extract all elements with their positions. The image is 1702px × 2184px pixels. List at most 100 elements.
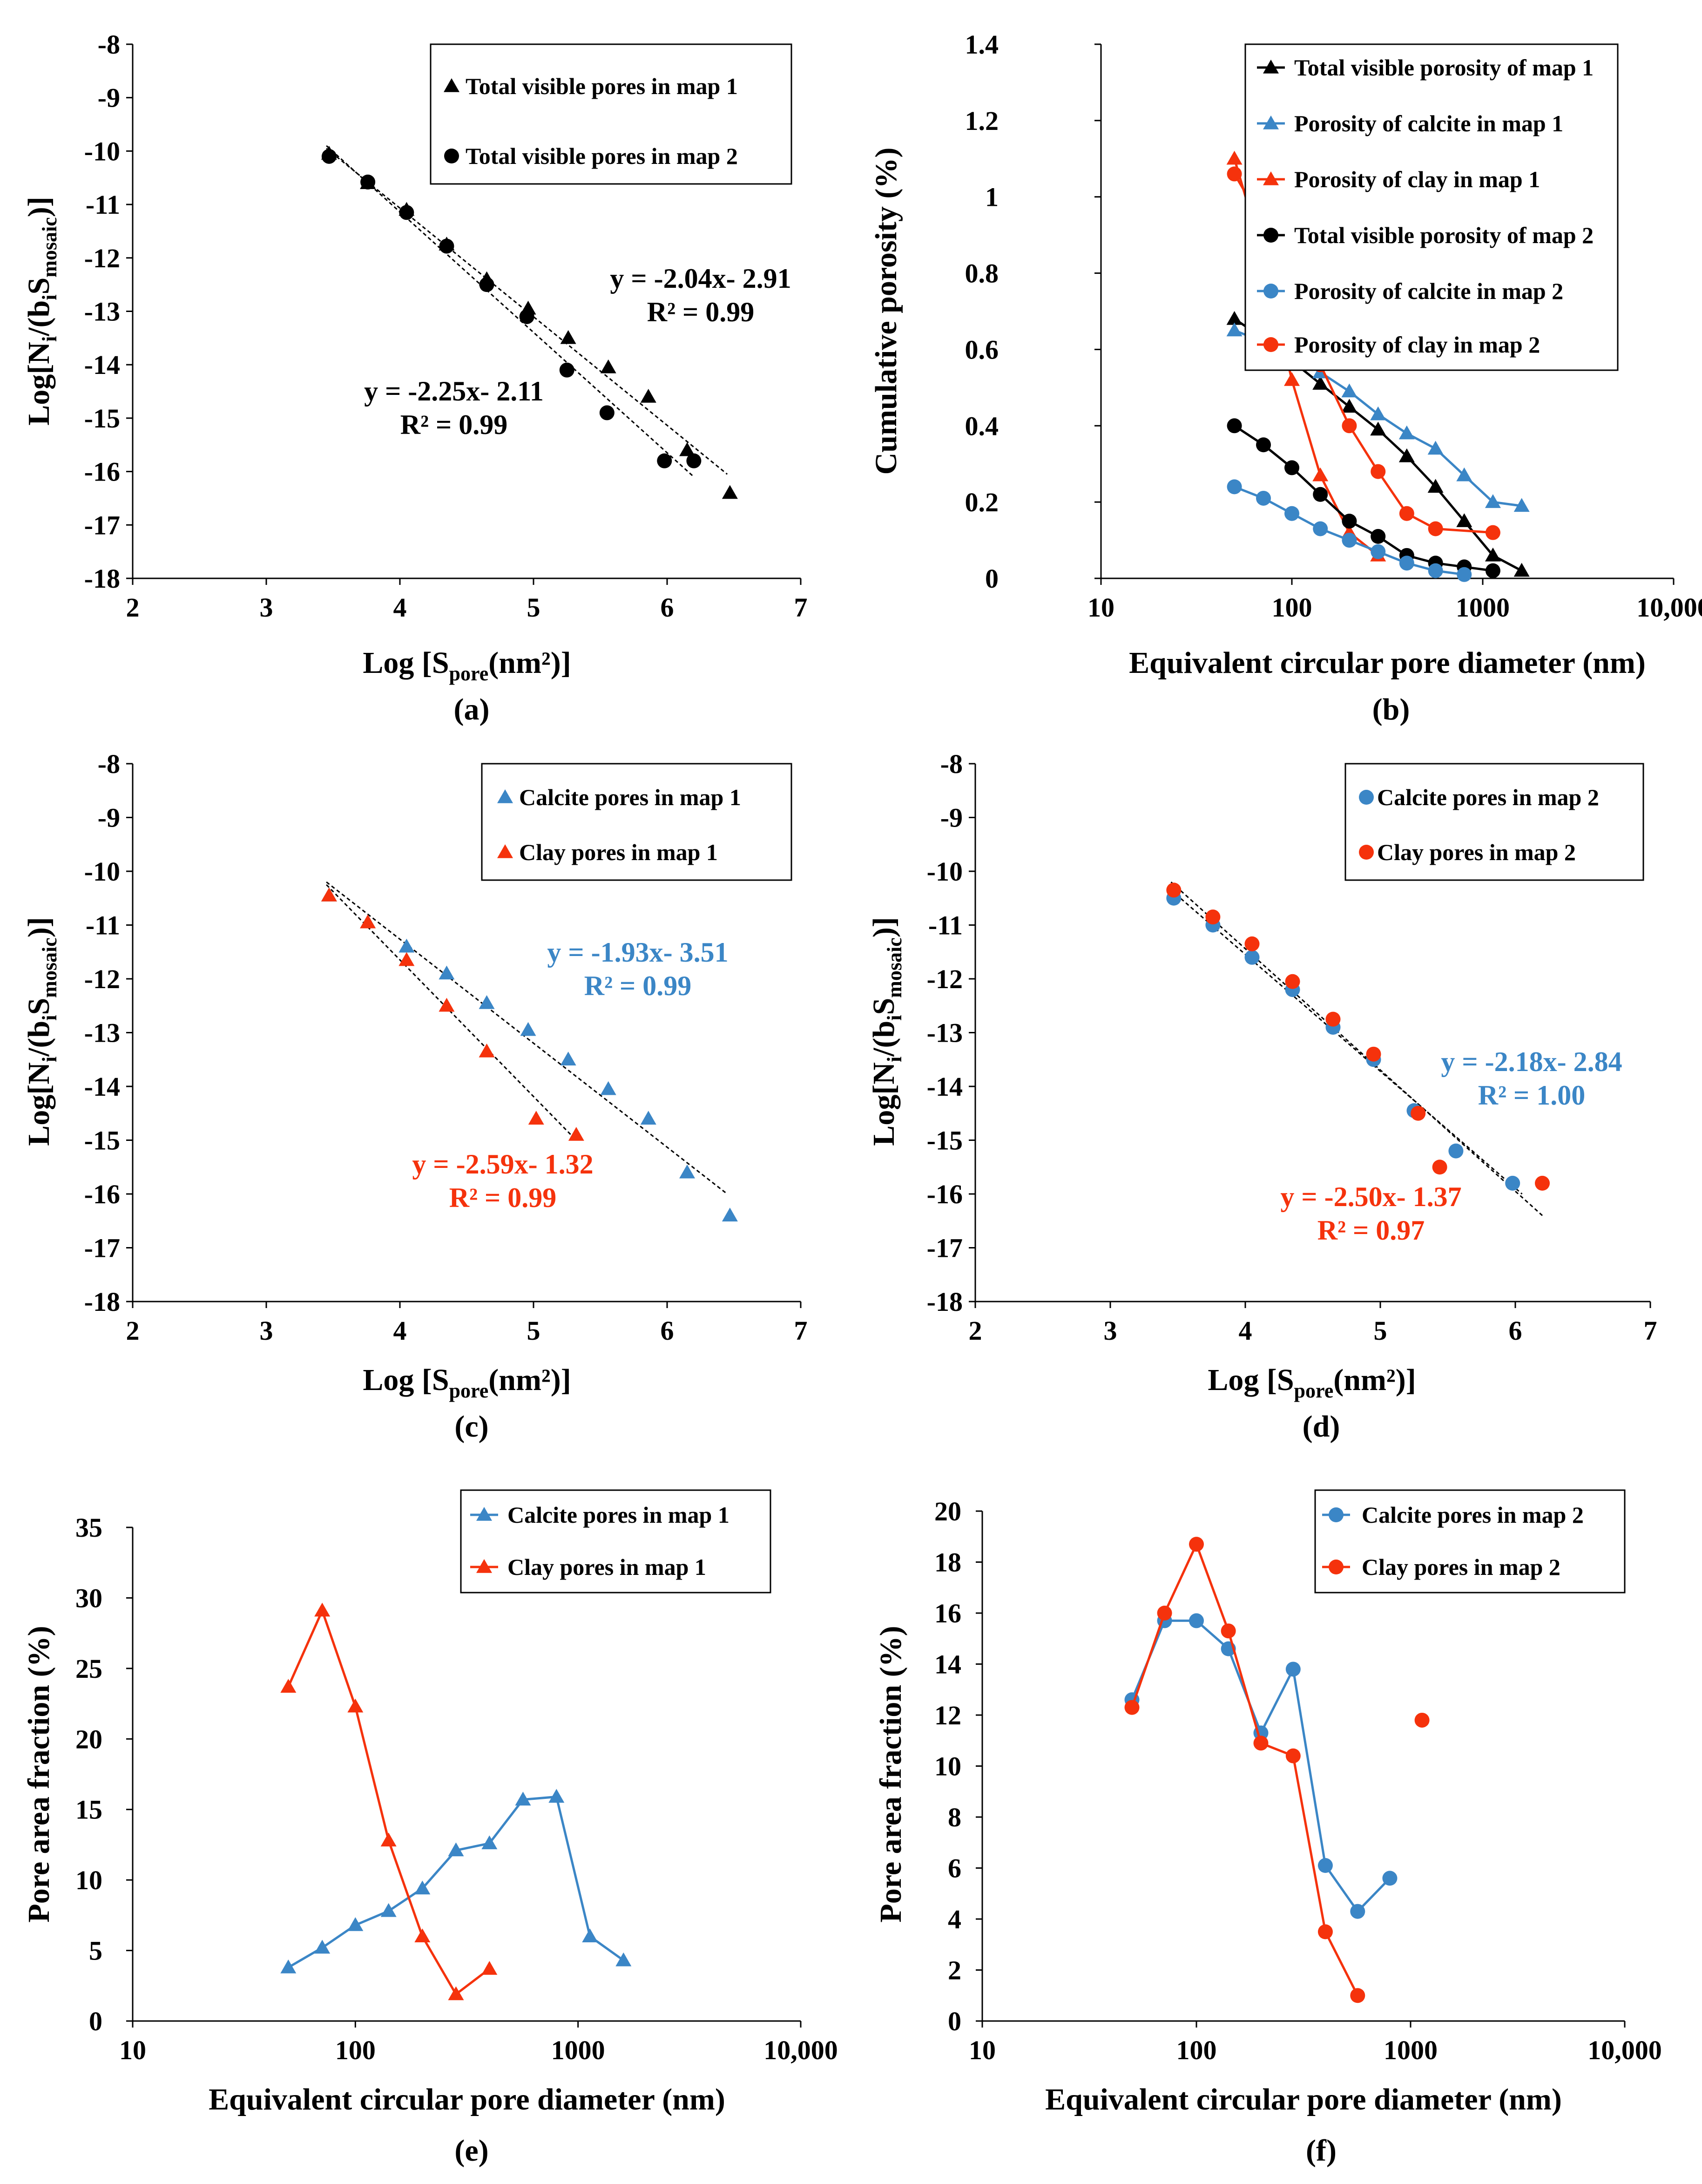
- y-tick-label: -10: [84, 136, 120, 166]
- x-tick-label: 10: [969, 2035, 996, 2065]
- legend-label: Calcite pores in map 1: [519, 784, 741, 810]
- x-axis-label: Log [Spore(nm²)]: [363, 646, 571, 685]
- data-point: [1227, 418, 1242, 434]
- data-point: [1312, 467, 1329, 482]
- y-tick-label: -16: [84, 457, 120, 487]
- series-line: [1234, 425, 1493, 572]
- data-point: [1432, 1160, 1447, 1175]
- data-point: [1371, 544, 1386, 559]
- y-tick-label: -16: [84, 1179, 120, 1209]
- data-point: [1317, 1858, 1333, 1873]
- fit-r-squared: R² = 0.99: [449, 1182, 557, 1213]
- data-point: [1285, 1662, 1301, 1677]
- y-tick-label: -13: [84, 297, 120, 327]
- y-tick-label: -15: [84, 403, 120, 434]
- x-tick-label: 4: [393, 592, 407, 623]
- y-tick-label: -8: [940, 749, 963, 779]
- y-axis-label: Log[Ni/(biSmosaic)]: [22, 917, 61, 1146]
- y-tick-label: 14: [934, 1649, 961, 1680]
- data-point: [380, 1903, 397, 1917]
- data-point: [481, 1960, 498, 1975]
- data-point: [439, 238, 454, 254]
- x-axis-label: Equivalent circular pore diameter (nm): [1129, 646, 1646, 680]
- data-point: [1427, 479, 1444, 493]
- data-point: [314, 1602, 331, 1617]
- x-tick-label: 6: [661, 1316, 674, 1346]
- legend-label: Calcite pores in map 1: [507, 1502, 729, 1528]
- fit-r-squared: R² = 0.99: [584, 970, 692, 1001]
- legend-marker: [476, 1559, 492, 1573]
- x-tick-label: 1000: [1456, 592, 1510, 623]
- series-line: [1131, 1619, 1391, 1913]
- series-calcite-pores-in-map-1: [280, 1789, 632, 1974]
- data-point: [1313, 521, 1328, 536]
- x-tick-label: 3: [260, 592, 273, 623]
- data-point: [1399, 556, 1414, 571]
- data-point: [321, 887, 337, 902]
- data-point: [1350, 1988, 1365, 2003]
- legend-marker: [1263, 228, 1278, 243]
- y-tick-label: 0.2: [965, 487, 999, 517]
- data-point: [599, 405, 615, 421]
- data-point: [1350, 1904, 1365, 1919]
- data-point: [600, 1081, 616, 1095]
- fit-equation: y = -2.18x- 2.84: [1441, 1046, 1622, 1077]
- data-point: [1398, 425, 1415, 440]
- legend-marker: [497, 844, 513, 858]
- y-tick-label: -11: [928, 910, 963, 941]
- x-tick-label: 2: [126, 1316, 140, 1346]
- y-tick-label: 10: [75, 1865, 102, 1895]
- series-clay-pores-in-map-1: [280, 1602, 498, 2001]
- trend-line: [326, 148, 728, 475]
- panel-label: (e): [454, 2134, 488, 2168]
- legend-marker: [444, 78, 459, 92]
- data-point: [479, 1043, 495, 1058]
- data-point: [657, 453, 672, 468]
- y-tick-label: 0: [89, 2006, 102, 2036]
- fit-r-squared: R² = 0.97: [1317, 1215, 1425, 1246]
- data-point: [640, 1111, 656, 1125]
- data-point: [347, 1698, 364, 1713]
- legend-marker: [1359, 845, 1374, 860]
- data-point: [1427, 441, 1444, 455]
- x-tick-label: 100: [1176, 2035, 1217, 2065]
- data-point: [321, 149, 337, 164]
- data-point: [615, 1952, 632, 1967]
- data-point: [1505, 1175, 1520, 1191]
- data-point: [520, 1022, 536, 1036]
- data-point: [519, 309, 534, 324]
- data-point: [1227, 479, 1242, 495]
- x-tick-label: 6: [1509, 1316, 1522, 1346]
- y-tick-label: -17: [84, 1233, 120, 1263]
- y-tick-label: 5: [89, 1936, 102, 1966]
- data-point: [568, 1126, 584, 1141]
- y-tick-label: -9: [98, 803, 120, 833]
- legend-marker: [1329, 1560, 1344, 1574]
- y-tick-label: -14: [84, 1072, 120, 1102]
- x-tick-label: 7: [794, 592, 808, 623]
- data-point: [1428, 521, 1443, 536]
- data-point: [1535, 1175, 1550, 1191]
- trend-line: [1170, 889, 1523, 1195]
- data-point: [686, 453, 702, 468]
- data-point: [1226, 150, 1243, 165]
- series-line: [1131, 1541, 1359, 1996]
- y-tick-label: 1.4: [965, 29, 999, 60]
- legend-label: Clay pores in map 1: [519, 839, 718, 865]
- legend-label: Total visible porosity of map 2: [1294, 222, 1594, 248]
- data-point: [481, 1835, 498, 1850]
- series-extra: [1414, 1712, 1430, 1728]
- data-point: [1370, 421, 1386, 436]
- legend-box: [430, 43, 792, 185]
- legend-marker: [1263, 171, 1279, 185]
- y-tick-label: 0: [948, 2006, 961, 2036]
- y-tick-label: -12: [84, 243, 120, 273]
- data-point: [1205, 909, 1221, 925]
- data-point: [1513, 563, 1530, 577]
- data-point: [1157, 1606, 1172, 1621]
- x-tick-label: 4: [393, 1316, 407, 1346]
- legend-box: [1244, 43, 1619, 371]
- series-total-visible-pores-in-map-2: [321, 149, 702, 468]
- data-point: [1256, 437, 1271, 453]
- legend: Total visible porosity of map 1 Porosity …: [1244, 43, 1619, 371]
